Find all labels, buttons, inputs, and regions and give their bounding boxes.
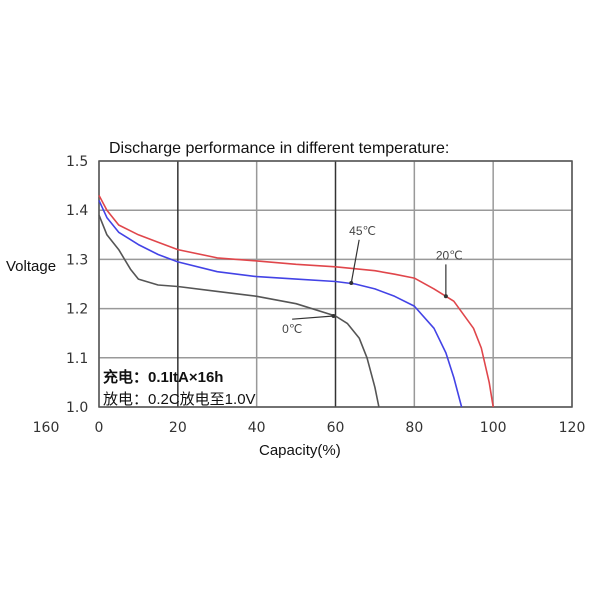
x-axis-label: Capacity(%) [259,442,341,459]
y-axis-label: Voltage [6,258,57,275]
y-tick-label: 1.0 [66,400,88,416]
plot-frame [98,160,573,408]
series-line-45℃ [98,200,463,408]
annotation-arrow [292,315,334,320]
series-label: 45℃ [349,224,376,238]
y-tick-label: 1.2 [66,302,88,318]
x-tick-label: 80 [405,420,423,436]
series-label: 20℃ [436,248,463,262]
arrow-head [331,313,336,318]
x-tick-label: 40 [248,420,266,436]
extra-x-label: 160 [33,420,60,436]
series-line-20℃ [98,195,494,408]
charge-note: 充电：0.1ItA×16h [103,369,224,386]
x-tick-label: 0 [95,420,104,436]
arrow-head [443,294,448,299]
arrow-head [349,281,354,286]
series-line-0℃ [98,214,380,408]
y-tick-label: 1.3 [66,252,88,268]
discharge-note: 放电：0.2C放电至1.0V [103,391,256,408]
x-tick-label: 60 [327,420,345,436]
chart-title: Discharge performance in different tempe… [109,140,450,157]
y-tick-label: 1.1 [66,351,88,367]
x-tick-label: 120 [559,420,586,436]
x-tick-label: 100 [480,420,507,436]
y-tick-label: 1.5 [66,154,88,170]
y-tick-label: 1.4 [66,203,88,219]
series-label: 0℃ [282,322,302,336]
annotation-arrow [350,239,360,284]
x-tick-label: 20 [169,420,187,436]
